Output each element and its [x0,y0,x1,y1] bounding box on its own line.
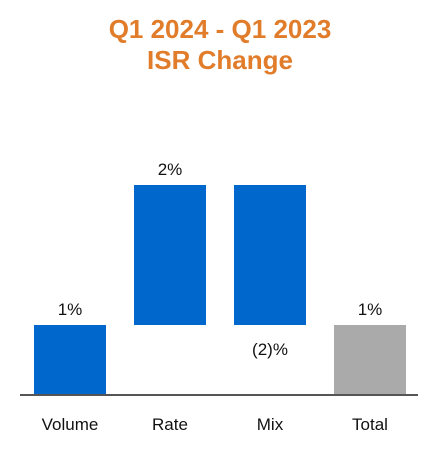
chart-title-line-2: ISR Change [147,45,293,75]
chart-title: Q1 2024 - Q1 2023 ISR Change [0,14,440,76]
data-label-rate: 2% [158,160,183,179]
bar-total [334,325,406,395]
bar-rate [134,185,206,325]
category-label-mix: Mix [257,415,284,434]
category-label-volume: Volume [42,415,99,434]
data-label-volume: 1% [58,300,83,319]
bar-volume [34,325,106,395]
category-label-total: Total [352,415,388,434]
data-label-total: 1% [358,300,383,319]
bar-mix [234,185,306,325]
chart-title-line-1: Q1 2024 - Q1 2023 [108,14,332,44]
data-label-mix: (2)% [252,340,288,359]
category-label-rate: Rate [152,415,188,434]
